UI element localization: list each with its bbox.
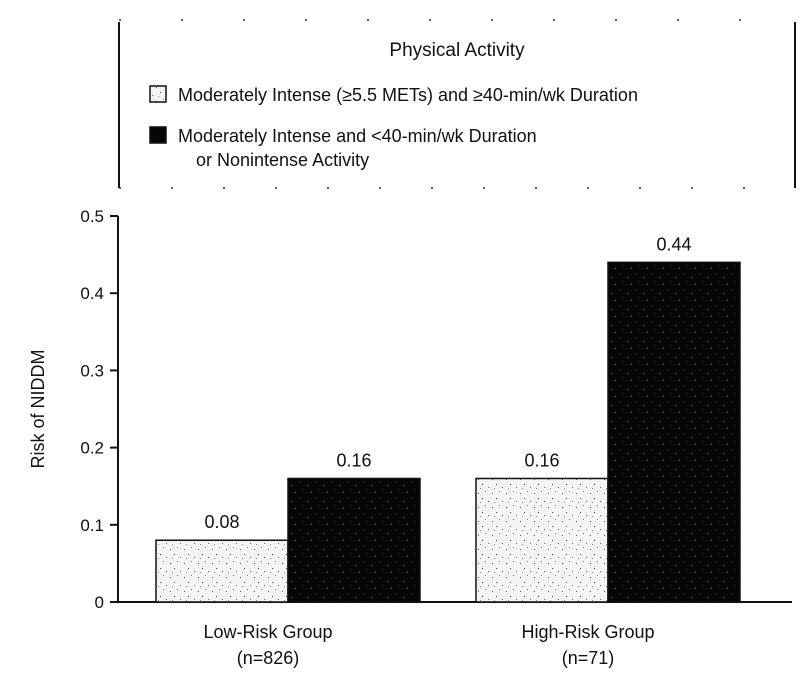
y-tick-label: 0 bbox=[95, 593, 104, 612]
y-ticks: 0 0.1 0.2 0.3 0.4 0.5 bbox=[80, 207, 118, 612]
legend-label-light: Moderately Intense (≥5.5 METs) and ≥40-m… bbox=[178, 85, 638, 105]
legend-label-dark-line2: or Nonintense Activity bbox=[196, 150, 369, 170]
bars bbox=[155, 261, 741, 603]
bar-value-label: 0.16 bbox=[336, 450, 371, 470]
y-tick-label: 0.3 bbox=[80, 361, 104, 380]
x-category-count: (n=71) bbox=[562, 648, 615, 668]
x-category-label: High-Risk Group bbox=[521, 622, 654, 642]
y-tick-label: 0.2 bbox=[80, 439, 104, 458]
y-axis-label: Risk of NIDDM bbox=[28, 349, 48, 468]
legend-title: Physical Activity bbox=[389, 40, 525, 61]
legend-swatch-light bbox=[149, 85, 167, 103]
x-categories: Low-Risk Group (n=826) High-Risk Group (n=7… bbox=[203, 622, 654, 668]
legend: Physical Activity Moderately Intense (≥5… bbox=[118, 19, 796, 189]
y-tick-label: 0.5 bbox=[80, 207, 104, 226]
bar-nonintense-0 bbox=[287, 477, 421, 603]
bar-labels: 0.08 0.16 0.16 0.44 bbox=[204, 234, 691, 532]
bar-value-label: 0.08 bbox=[204, 512, 239, 532]
bar-nonintense-1 bbox=[607, 261, 741, 603]
bar-intense-1 bbox=[475, 477, 609, 603]
legend-label-dark-line1: Moderately Intense and <40-min/wk Durati… bbox=[178, 126, 537, 146]
bar-value-label: 0.44 bbox=[656, 234, 691, 254]
y-tick-label: 0.1 bbox=[80, 516, 104, 535]
legend-swatch-dark bbox=[149, 126, 167, 144]
x-category-label: Low-Risk Group bbox=[203, 622, 332, 642]
bar-value-label: 0.16 bbox=[524, 450, 559, 470]
bar-intense-0 bbox=[155, 539, 289, 603]
x-category-count: (n=826) bbox=[237, 648, 300, 668]
y-tick-label: 0.4 bbox=[80, 284, 104, 303]
